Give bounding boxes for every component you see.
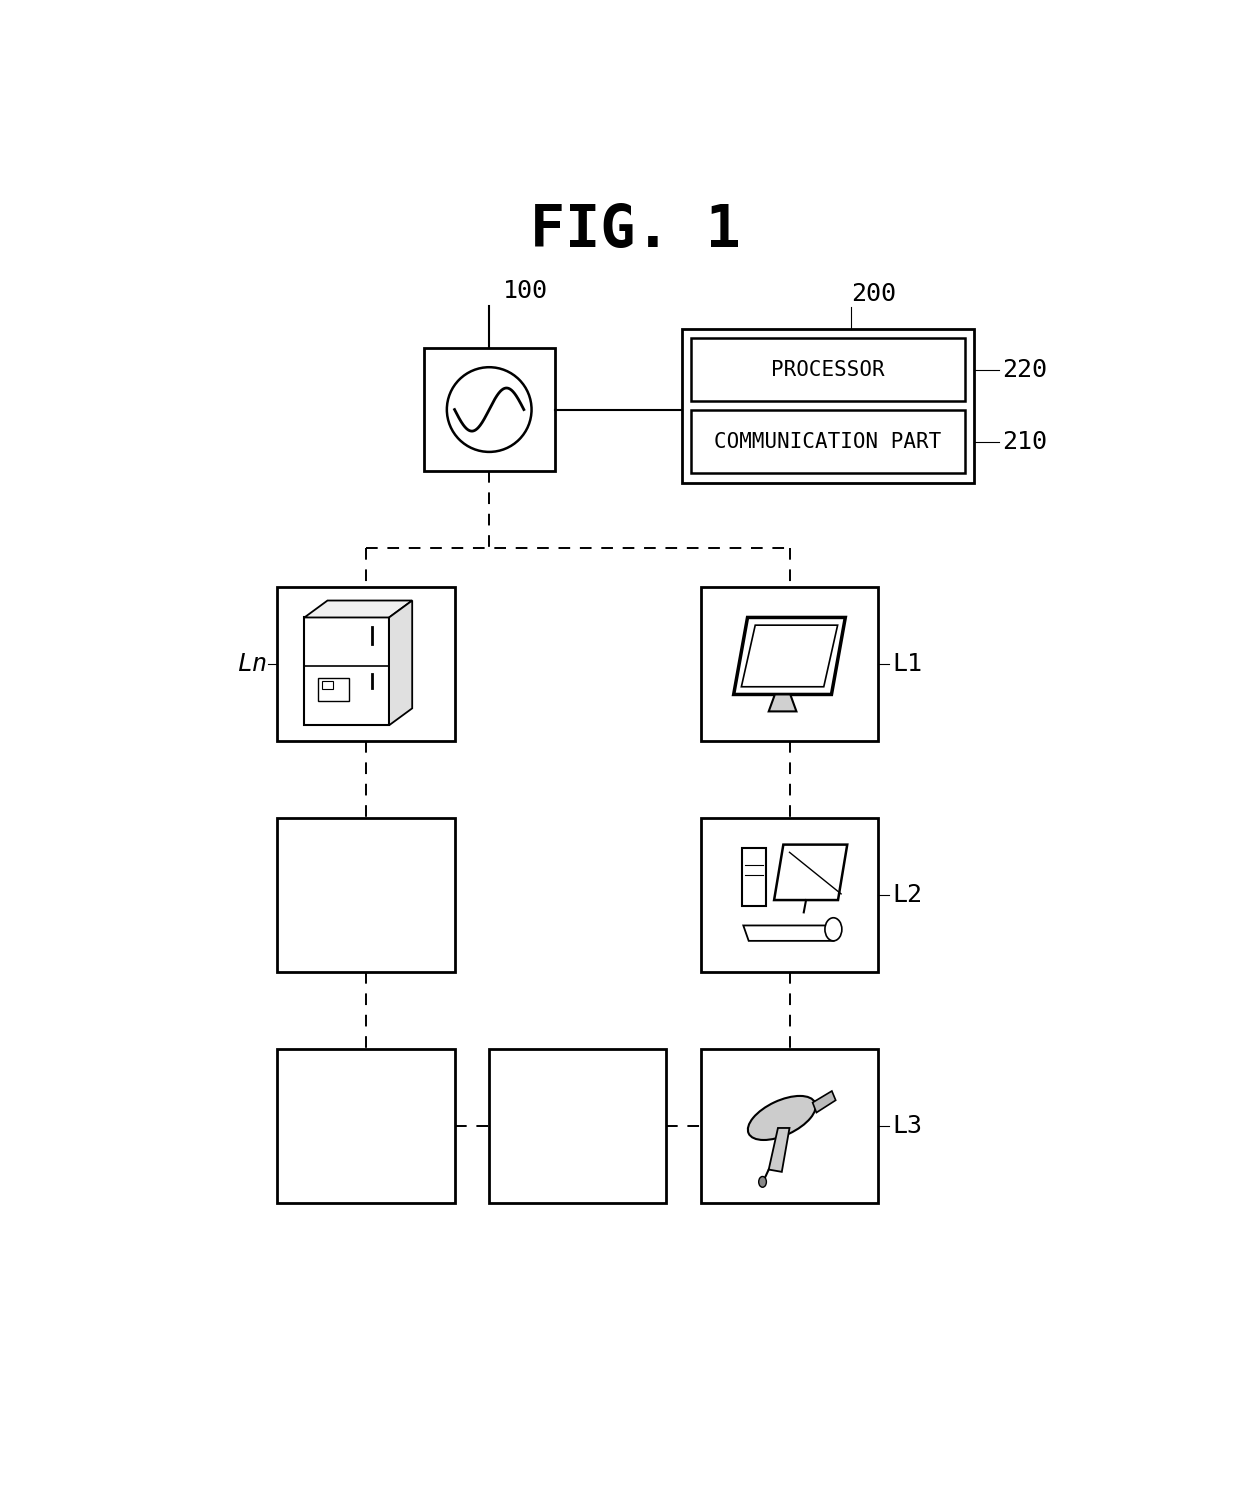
Bar [682,329,975,482]
Bar [278,1049,455,1202]
Bar [322,682,332,689]
Bar [742,848,766,906]
Text: 100: 100 [503,280,548,304]
Text: 220: 220 [1002,357,1047,381]
Text: L3: L3 [892,1113,921,1138]
Polygon shape [304,601,412,618]
Text: L1: L1 [892,652,921,676]
Polygon shape [774,845,847,900]
Text: COMMUNICATION PART: COMMUNICATION PART [714,432,941,452]
Text: PROCESSOR: PROCESSOR [771,360,885,379]
Ellipse shape [759,1177,766,1187]
Bar [319,677,350,701]
Bar [490,1049,666,1202]
Bar [278,586,455,741]
Bar [424,348,554,472]
Bar [691,411,965,473]
Text: FIG. 1: FIG. 1 [531,202,740,259]
Text: 210: 210 [1002,430,1047,454]
Polygon shape [743,926,833,940]
Bar [701,818,878,972]
Polygon shape [812,1091,836,1113]
Polygon shape [734,618,846,695]
Bar [304,618,389,725]
Ellipse shape [825,918,842,940]
Polygon shape [769,1128,790,1173]
Text: Ln: Ln [237,652,267,676]
Text: 200: 200 [851,281,897,305]
Polygon shape [389,601,412,725]
Ellipse shape [748,1097,816,1140]
Text: L2: L2 [892,882,921,906]
Bar [278,818,455,972]
Bar [701,586,878,741]
Bar [701,1049,878,1202]
Polygon shape [769,695,796,711]
Bar [691,338,965,402]
